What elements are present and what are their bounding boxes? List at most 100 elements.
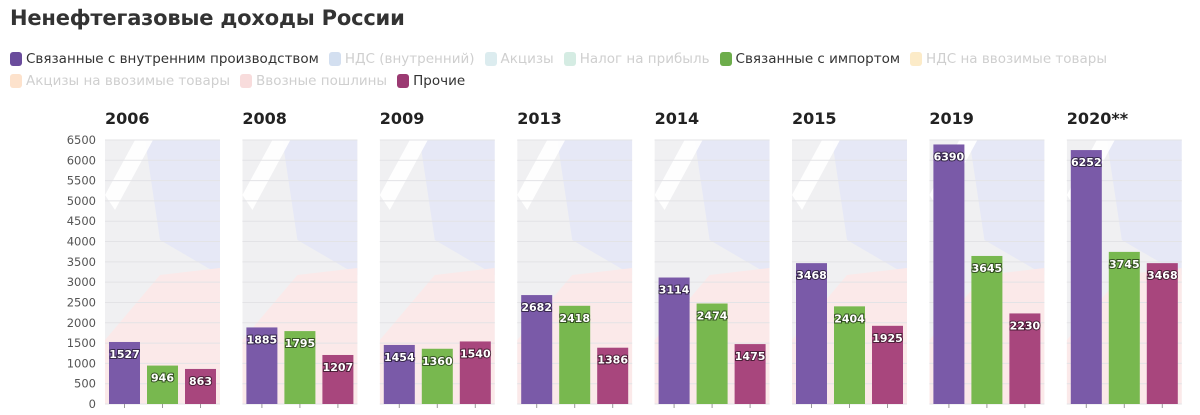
y-tick-label: 500: [74, 377, 96, 391]
legend-label: Налог на прибыль: [579, 51, 710, 67]
data-label: 1795: [285, 337, 316, 350]
bar: [459, 341, 491, 404]
bar: [734, 344, 766, 404]
legend-item[interactable]: Ввозные пошлины: [240, 72, 387, 90]
panel-title: 2015: [792, 109, 837, 128]
data-label: 1540: [460, 347, 491, 360]
y-tick-label: 3000: [67, 275, 96, 289]
legend-label: Связанные с внутренним производством: [26, 51, 319, 67]
panel-2013: 2013 2682 2418 1386: [517, 109, 633, 408]
bar: [796, 263, 827, 404]
bar: [1146, 263, 1178, 404]
data-label: 1527: [109, 348, 140, 361]
panel-2008: 2008 1885 1795 1207: [242, 109, 358, 408]
y-tick-label: 5500: [67, 174, 96, 188]
panel-2014: 2014 3114 2474 1475: [654, 109, 770, 408]
data-label: 1885: [247, 333, 278, 346]
y-tick-label: 1500: [67, 336, 96, 350]
bar: [872, 325, 903, 404]
legend-item[interactable]: Прочие: [397, 72, 465, 90]
bar: [658, 277, 690, 404]
y-tick-label: 2000: [67, 316, 96, 330]
legend-item[interactable]: Акцизы: [484, 50, 554, 68]
legend-item[interactable]: Связанные с импортом: [719, 50, 901, 68]
y-tick-label: 6000: [67, 153, 96, 167]
data-label: 1207: [323, 361, 354, 374]
bar: [1108, 251, 1140, 404]
data-label: 3468: [796, 269, 827, 282]
legend-label: Ввозные пошлины: [256, 73, 388, 89]
legend-label: Акцизы на ввозимые товары: [26, 73, 231, 89]
bar: [421, 348, 453, 404]
data-label: 2404: [834, 312, 865, 325]
y-tick-label: 1000: [67, 356, 96, 370]
legend-label: НДС (внутренний): [344, 51, 475, 67]
legend-swatch: [563, 52, 576, 66]
legend-item[interactable]: НДС (внутренний): [328, 50, 475, 68]
legend-swatch: [240, 74, 253, 88]
bar: [834, 306, 865, 404]
legend-swatch: [719, 52, 732, 66]
data-label: 1360: [422, 355, 453, 368]
y-tick-label: 6500: [67, 133, 96, 147]
data-label: 2682: [521, 301, 552, 314]
bar: [147, 365, 178, 404]
bar: [1070, 150, 1102, 404]
legend-label: Акцизы: [500, 51, 554, 67]
legend-label: НДС на ввозимые товары: [926, 51, 1107, 67]
panel-2020: 2020** 6252 3745 3468: [1066, 109, 1182, 408]
legend-item[interactable]: Налог на прибыль: [563, 50, 710, 68]
y-tick-label: 2500: [67, 295, 96, 309]
y-tick-label: 4000: [67, 235, 96, 249]
bar: [597, 347, 629, 404]
legend-label: Связанные с импортом: [735, 51, 901, 67]
data-label: 946: [151, 372, 174, 385]
legend-item[interactable]: Связанные с внутренним производством: [10, 50, 319, 68]
data-label: 6252: [1071, 156, 1102, 169]
data-label: 863: [189, 375, 212, 388]
panel-title: 2008: [242, 109, 287, 128]
legend-swatch: [10, 74, 22, 88]
data-label: 3745: [1109, 258, 1140, 271]
data-label: 1386: [597, 354, 628, 367]
data-label: 3114: [659, 284, 690, 297]
panel-title: 2009: [380, 109, 425, 128]
y-tick-label: 0: [89, 397, 96, 411]
y-tick-label: 3500: [67, 255, 96, 269]
legend-swatch: [328, 52, 341, 66]
legend-item[interactable]: НДС на ввозимые товары: [910, 50, 1107, 68]
bar: [185, 368, 216, 404]
panel-2006: 2006 1527 946 863: [105, 109, 220, 408]
legend-label: Прочие: [413, 73, 466, 89]
bar: [322, 354, 354, 404]
y-tick-label: 4500: [67, 214, 96, 228]
panel-title: 2019: [929, 109, 974, 128]
legend: Связанные с внутренним производством НДС …: [10, 50, 1160, 90]
bar: [1009, 313, 1041, 404]
panel-title: 2013: [517, 109, 562, 128]
panel-title: 2020**: [1067, 109, 1129, 128]
panel-title: 2014: [655, 109, 700, 128]
bar: [521, 295, 553, 404]
data-label: 1925: [872, 332, 903, 345]
legend-swatch: [10, 52, 22, 66]
data-label: 3468: [1147, 269, 1178, 282]
legend-swatch: [910, 52, 923, 66]
data-label: 2230: [1010, 319, 1041, 332]
bar: [933, 144, 965, 404]
page-title: Ненефтегазовые доходы России: [10, 6, 405, 30]
data-label: 6390: [934, 150, 965, 163]
data-label: 2418: [559, 312, 590, 325]
bar: [559, 305, 591, 404]
panel-2009: 2009 1454 1360 1540: [379, 109, 495, 408]
bar: [246, 327, 278, 404]
legend-swatch: [397, 74, 410, 88]
legend-item[interactable]: Акцизы на ввозимые товары: [10, 72, 230, 90]
data-label: 3645: [972, 262, 1003, 275]
panel-2019: 2019 6390 3645 2230: [929, 109, 1045, 408]
data-label: 2474: [697, 310, 728, 323]
bar: [383, 344, 415, 404]
panel-2015: 2015 3468 2404 1925: [792, 109, 907, 408]
bar: [284, 331, 316, 404]
